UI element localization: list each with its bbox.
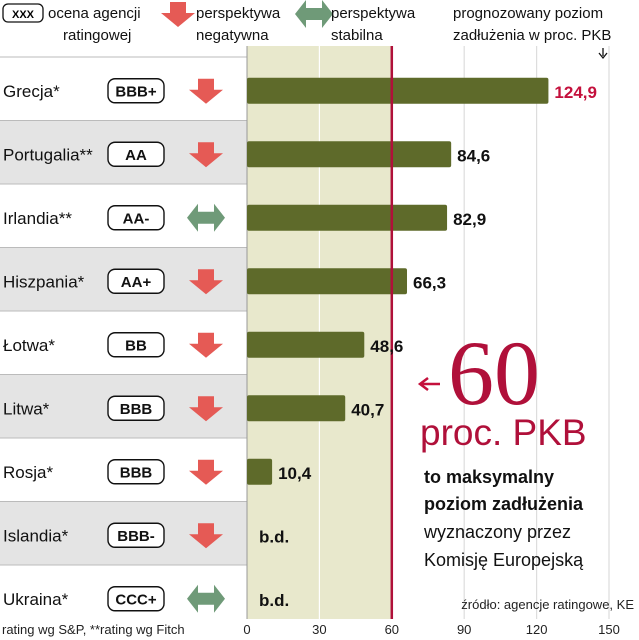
x-tick-label: 30 <box>312 622 326 637</box>
rating-badge-text: AA+ <box>121 274 152 291</box>
legend-stable-label-2: stabilna <box>331 27 383 44</box>
value-label: 82,9 <box>453 210 486 229</box>
negative-outlook-arrow-icon <box>189 459 223 485</box>
legend-forecast-label-2: zadłużenia w proc. PKB <box>453 27 611 44</box>
bars <box>247 77 549 485</box>
legend-negative-label-2: negatywna <box>196 27 269 44</box>
row-label: Rosja* <box>3 463 53 482</box>
rating-badge <box>107 459 165 485</box>
rating-badge-text: AA- <box>123 210 150 227</box>
legend-forecast-label-1: prognozowany poziom <box>453 5 603 22</box>
bar <box>247 458 273 485</box>
negative-arrow-icon <box>161 2 195 27</box>
x-tick-label: 120 <box>526 622 548 637</box>
rating-badge-text: BBB- <box>117 528 155 545</box>
row-label: Portugalia** <box>3 145 93 164</box>
rating-badge-text: CCC+ <box>115 591 156 608</box>
legend-rating-label-1: ocena agencji <box>48 5 141 22</box>
rating-badge <box>107 268 165 294</box>
stable-arrow-icon <box>295 0 333 28</box>
row-label: Ukraina* <box>3 590 69 609</box>
rating-badge <box>107 205 165 231</box>
forecast-pointer-icon <box>598 48 608 60</box>
negative-outlook-arrow-icon <box>189 332 223 358</box>
stable-outlook-arrow-icon <box>187 584 225 613</box>
rating-badge <box>107 141 165 167</box>
value-label: b.d. <box>259 527 289 546</box>
legend-stable-label-1: perspektywa <box>331 5 416 22</box>
row-label: Grecja* <box>3 82 60 101</box>
value-label: 40,7 <box>351 400 384 419</box>
negative-outlook-arrow-icon <box>189 523 223 549</box>
x-tick-label: 150 <box>598 622 620 637</box>
x-tick-label: 90 <box>457 622 471 637</box>
x-tick-label: 60 <box>385 622 399 637</box>
callout-line-1: wyznaczony przez <box>423 522 571 542</box>
legend-rating-box-text: XXX <box>12 9 35 21</box>
value-label: 84,6 <box>457 146 490 165</box>
bar <box>247 331 365 358</box>
source-note: źródło: agencje ratingowe, KE <box>461 597 634 612</box>
negative-outlook-arrow-icon <box>189 269 223 295</box>
x-axis-ticks: 0 30 60 90 120 150 <box>243 622 619 637</box>
rating-badge-text: AA <box>125 147 147 164</box>
x-tick-label: 0 <box>243 622 250 637</box>
row-label: Łotwa* <box>3 336 55 355</box>
rating-badge-text: BBB <box>120 401 153 418</box>
rating-badge <box>107 395 165 421</box>
value-label: b.d. <box>259 591 289 610</box>
row-label: Litwa* <box>3 399 50 418</box>
value-label: 124,9 <box>554 83 597 102</box>
row-labels: Grecja* Portugalia** Irlandia** Hiszpania* Ł… <box>3 82 93 609</box>
legend-negative-label-1: perspektywa <box>196 5 281 22</box>
rating-badge <box>107 332 165 358</box>
rating-badge <box>107 78 165 104</box>
callout-arrow-icon <box>417 377 440 391</box>
bar <box>247 395 346 422</box>
callout-bold-line-1: to maksymalny <box>424 467 554 487</box>
callout: 60 proc. PKB to maksymalny poziom zadłuż… <box>417 322 587 570</box>
bar <box>247 204 448 231</box>
rating-badge <box>107 522 165 548</box>
rating-badge <box>107 586 165 612</box>
legend-negative-arrow-icon <box>161 2 195 27</box>
legend-stable-arrow-icon <box>295 0 333 28</box>
callout-big-number: 60 <box>448 322 540 424</box>
legend: XXX ocena agencji ratingowej perspektywa… <box>2 0 611 60</box>
negative-outlook-arrow-icon <box>189 78 223 104</box>
row-label: Hiszpania* <box>3 272 85 291</box>
rating-badge-text: BBB <box>120 464 153 481</box>
callout-line-2: Komisję Europejską <box>424 550 584 570</box>
stable-outlook-arrow-icon <box>187 203 225 232</box>
negative-outlook-arrow-icon <box>189 396 223 422</box>
value-label: 66,3 <box>413 273 446 292</box>
rating-badge-text: BBB+ <box>115 83 156 100</box>
rating-badge-text: BB <box>125 337 147 354</box>
legend-rating-box <box>2 3 44 23</box>
bar <box>247 141 452 168</box>
row-label: Islandia* <box>3 526 69 545</box>
legend-rating-label-2: ratingowej <box>63 27 131 44</box>
value-label: 48,6 <box>370 337 403 356</box>
outlook-arrows <box>187 78 225 613</box>
value-label: 10,4 <box>278 464 312 483</box>
negative-outlook-arrow-icon <box>189 142 223 168</box>
callout-bold-line-2: poziom zadłużenia <box>424 494 584 514</box>
footnote: rating wg S&P, **rating wg Fitch <box>2 622 185 637</box>
bar <box>247 77 549 104</box>
row-label: Irlandia** <box>3 209 72 228</box>
bar <box>247 268 408 295</box>
value-labels: 124,9 84,6 82,9 66,3 48,6 40,7 10,4 b.d. b.d. <box>259 83 597 610</box>
callout-unit: proc. PKB <box>420 412 587 453</box>
